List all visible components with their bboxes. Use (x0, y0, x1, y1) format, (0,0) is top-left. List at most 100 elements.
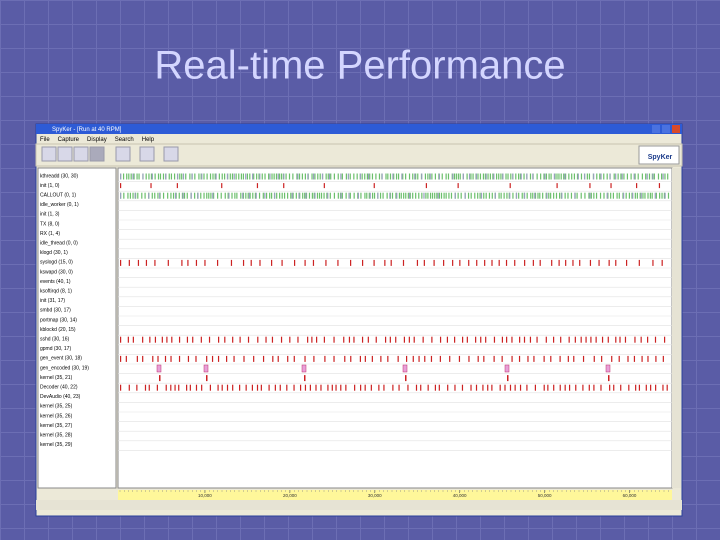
maximize-button[interactable] (662, 125, 670, 133)
event-mark (630, 173, 632, 180)
event-mark (256, 183, 259, 189)
event-mark (148, 384, 150, 391)
event-mark (126, 173, 128, 180)
event-mark (448, 192, 450, 199)
track-label: events (40, 1) (40, 279, 71, 285)
event-mark (297, 173, 299, 180)
menu-item[interactable]: Search (115, 137, 134, 143)
event-mark (427, 173, 429, 180)
event-mark (493, 336, 496, 343)
event-mark (657, 173, 660, 180)
event-mark (615, 336, 617, 343)
event-mark (136, 173, 138, 180)
event-mark (217, 192, 219, 199)
event-mark (527, 355, 529, 362)
toolbar-button[interactable] (89, 146, 105, 162)
event-mark (377, 192, 379, 199)
toolbar-button[interactable] (57, 146, 73, 162)
event-mark (637, 173, 639, 180)
event-mark (608, 259, 610, 266)
toolbar-button[interactable] (115, 146, 131, 162)
event-mark (387, 355, 389, 362)
event-mark (447, 173, 450, 180)
event-mark (364, 355, 366, 362)
menu-item[interactable]: File (40, 137, 50, 143)
event-mark (320, 192, 323, 199)
event-box (301, 364, 307, 373)
event-mark (127, 192, 129, 199)
event-mark (186, 192, 188, 199)
event-mark (369, 173, 371, 180)
event-mark (603, 192, 605, 199)
event-mark (337, 173, 339, 180)
event-mark (268, 384, 270, 391)
event-mark (537, 192, 539, 199)
toolbar-button[interactable] (73, 146, 89, 162)
event-mark (593, 173, 595, 180)
event-mark (457, 183, 459, 189)
event-mark (349, 173, 351, 180)
horizontal-scrollbar[interactable] (36, 500, 682, 510)
toolbar-button[interactable] (41, 146, 57, 162)
minimize-button[interactable] (652, 125, 660, 133)
track-label: kswapd (30, 0) (40, 269, 73, 275)
event-mark (479, 173, 482, 180)
event-mark (191, 173, 193, 180)
event-mark (242, 173, 244, 180)
event-mark (476, 259, 478, 266)
event-mark (347, 173, 349, 180)
event-mark (265, 336, 267, 343)
close-button[interactable] (672, 125, 680, 133)
event-mark (482, 173, 485, 180)
event-mark (423, 259, 425, 266)
event-mark (325, 173, 327, 180)
timeline-label: 40,000 (453, 493, 467, 498)
event-mark (491, 384, 493, 391)
event-mark (264, 173, 266, 180)
event-mark (162, 192, 165, 199)
event-mark (641, 355, 643, 362)
event-mark (186, 336, 189, 343)
event-mark (253, 355, 255, 362)
toolbar-button[interactable] (163, 146, 179, 162)
event-mark (582, 384, 584, 391)
toolbar-button[interactable] (139, 146, 155, 162)
event-mark (288, 173, 291, 180)
menu-item[interactable]: Help (142, 137, 155, 143)
event-mark (384, 259, 386, 266)
event-mark (427, 192, 429, 199)
event-mark (434, 192, 436, 199)
event-mark (227, 192, 229, 199)
event-mark (534, 192, 537, 199)
menu-item[interactable]: Display (87, 137, 107, 143)
event-mark (235, 173, 237, 180)
event-mark (251, 384, 253, 391)
event-mark (333, 173, 335, 180)
event-mark (359, 355, 361, 362)
event-mark (257, 336, 259, 343)
track-label-panel (37, 167, 117, 489)
event-mark (368, 192, 370, 199)
event-mark (409, 192, 411, 199)
event-mark (262, 355, 265, 362)
event-mark (252, 173, 254, 180)
event-box (605, 364, 611, 373)
event-mark (543, 173, 545, 180)
vertical-scrollbar[interactable] (672, 168, 681, 488)
event-mark (431, 173, 433, 180)
title-bar (36, 124, 682, 134)
menu-item[interactable]: Capture (58, 137, 80, 143)
event-mark (517, 173, 520, 180)
event-mark (559, 355, 561, 362)
event-mark (485, 173, 487, 180)
event-mark (439, 355, 441, 362)
event-mark (217, 355, 220, 362)
event-mark (206, 173, 208, 180)
event-mark (258, 192, 261, 199)
event-mark (512, 173, 514, 180)
event-mark (600, 384, 602, 391)
event-mark (128, 259, 130, 266)
event-mark (405, 192, 407, 199)
event-mark (323, 183, 325, 189)
event-mark (209, 384, 211, 391)
